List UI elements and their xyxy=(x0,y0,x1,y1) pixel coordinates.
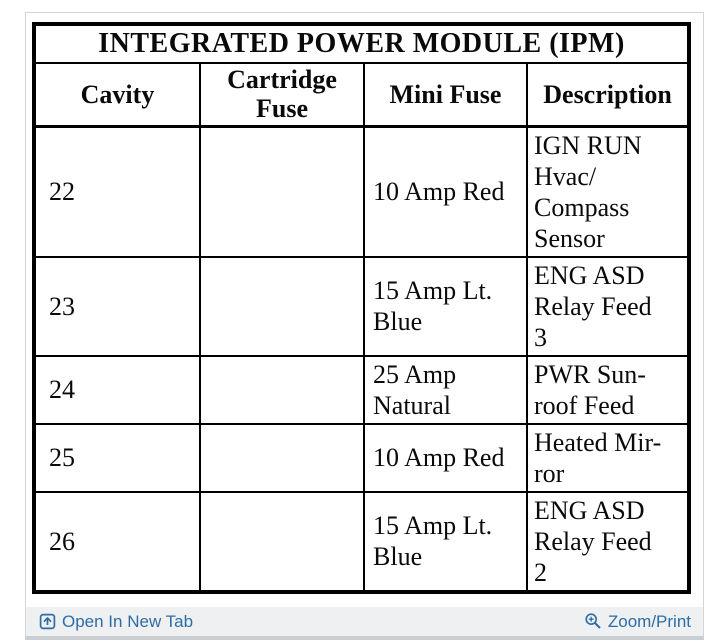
cell-cartridge-fuse xyxy=(199,255,365,357)
table-row: 23 15 Amp Lt. Blue ENG ASD Relay Feed 3 xyxy=(33,255,691,357)
open-in-new-tab-icon xyxy=(39,613,56,629)
viewer-toolbar: Open In New Tab Zoom/Print xyxy=(26,606,703,636)
table-row: 26 15 Amp Lt. Blue ENG ASD Relay Feed 2 xyxy=(33,490,691,593)
ipm-fuse-table: INTEGRATED POWER MODULE (IPM) Cavity Car… xyxy=(32,22,692,594)
cell-cavity: 24 xyxy=(33,354,201,425)
table-row: 25 10 Amp Red Heated Mir- ror xyxy=(33,422,691,493)
zoom-print-link[interactable]: Zoom/Print xyxy=(584,612,691,630)
cell-cartridge-fuse xyxy=(199,125,365,258)
open-in-new-tab-label: Open In New Tab xyxy=(62,611,194,631)
open-in-new-tab-link[interactable]: Open In New Tab xyxy=(39,613,193,630)
table-title: INTEGRATED POWER MODULE (IPM) xyxy=(32,23,691,64)
cell-description: ENG ASD Relay Feed 3 xyxy=(525,255,691,357)
table-header-row: Cavity Cartridge Fuse Mini Fuse Descript… xyxy=(33,62,691,128)
table-title-row: INTEGRATED POWER MODULE (IPM) xyxy=(32,23,691,64)
cell-mini-fuse: 15 Amp Lt. Blue xyxy=(363,490,528,593)
document-viewer: INTEGRATED POWER MODULE (IPM) Cavity Car… xyxy=(25,12,704,640)
cell-cavity: 25 xyxy=(33,422,201,493)
column-header-mini-fuse: Mini Fuse xyxy=(363,62,528,128)
document-area: INTEGRATED POWER MODULE (IPM) Cavity Car… xyxy=(26,13,703,607)
cell-mini-fuse: 10 Amp Red xyxy=(363,422,528,493)
cell-cartridge-fuse xyxy=(199,422,365,493)
zoom-plus-icon xyxy=(585,613,601,629)
table-row: 22 10 Amp Red IGN RUN Hvac/ Compass Sensor xyxy=(33,125,691,258)
cell-cavity: 23 xyxy=(33,255,201,357)
cell-description: PWR Sun- roof Feed xyxy=(525,354,691,425)
column-header-description: Description xyxy=(525,62,691,128)
column-header-cartridge-fuse: Cartridge Fuse xyxy=(199,62,365,128)
fuse-table-body: 22 10 Amp Red IGN RUN Hvac/ Compass Sensor… xyxy=(33,125,691,593)
cell-description: Heated Mir- ror xyxy=(525,422,691,493)
cell-description: IGN RUN Hvac/ Compass Sensor xyxy=(525,125,691,258)
cell-cartridge-fuse xyxy=(199,490,365,593)
cell-mini-fuse: 25 Amp Natural xyxy=(363,354,528,425)
cell-mini-fuse: 15 Amp Lt. Blue xyxy=(363,255,528,357)
column-header-cavity: Cavity xyxy=(33,62,201,128)
cell-description: ENG ASD Relay Feed 2 xyxy=(525,490,691,593)
cell-mini-fuse: 10 Amp Red xyxy=(363,125,528,258)
cell-cavity: 26 xyxy=(33,490,201,593)
cell-cavity: 22 xyxy=(33,125,201,258)
zoom-print-label: Zoom/Print xyxy=(607,611,691,631)
cell-cartridge-fuse xyxy=(199,354,365,425)
table-row: 24 25 Amp Natural PWR Sun- roof Feed xyxy=(33,354,691,425)
